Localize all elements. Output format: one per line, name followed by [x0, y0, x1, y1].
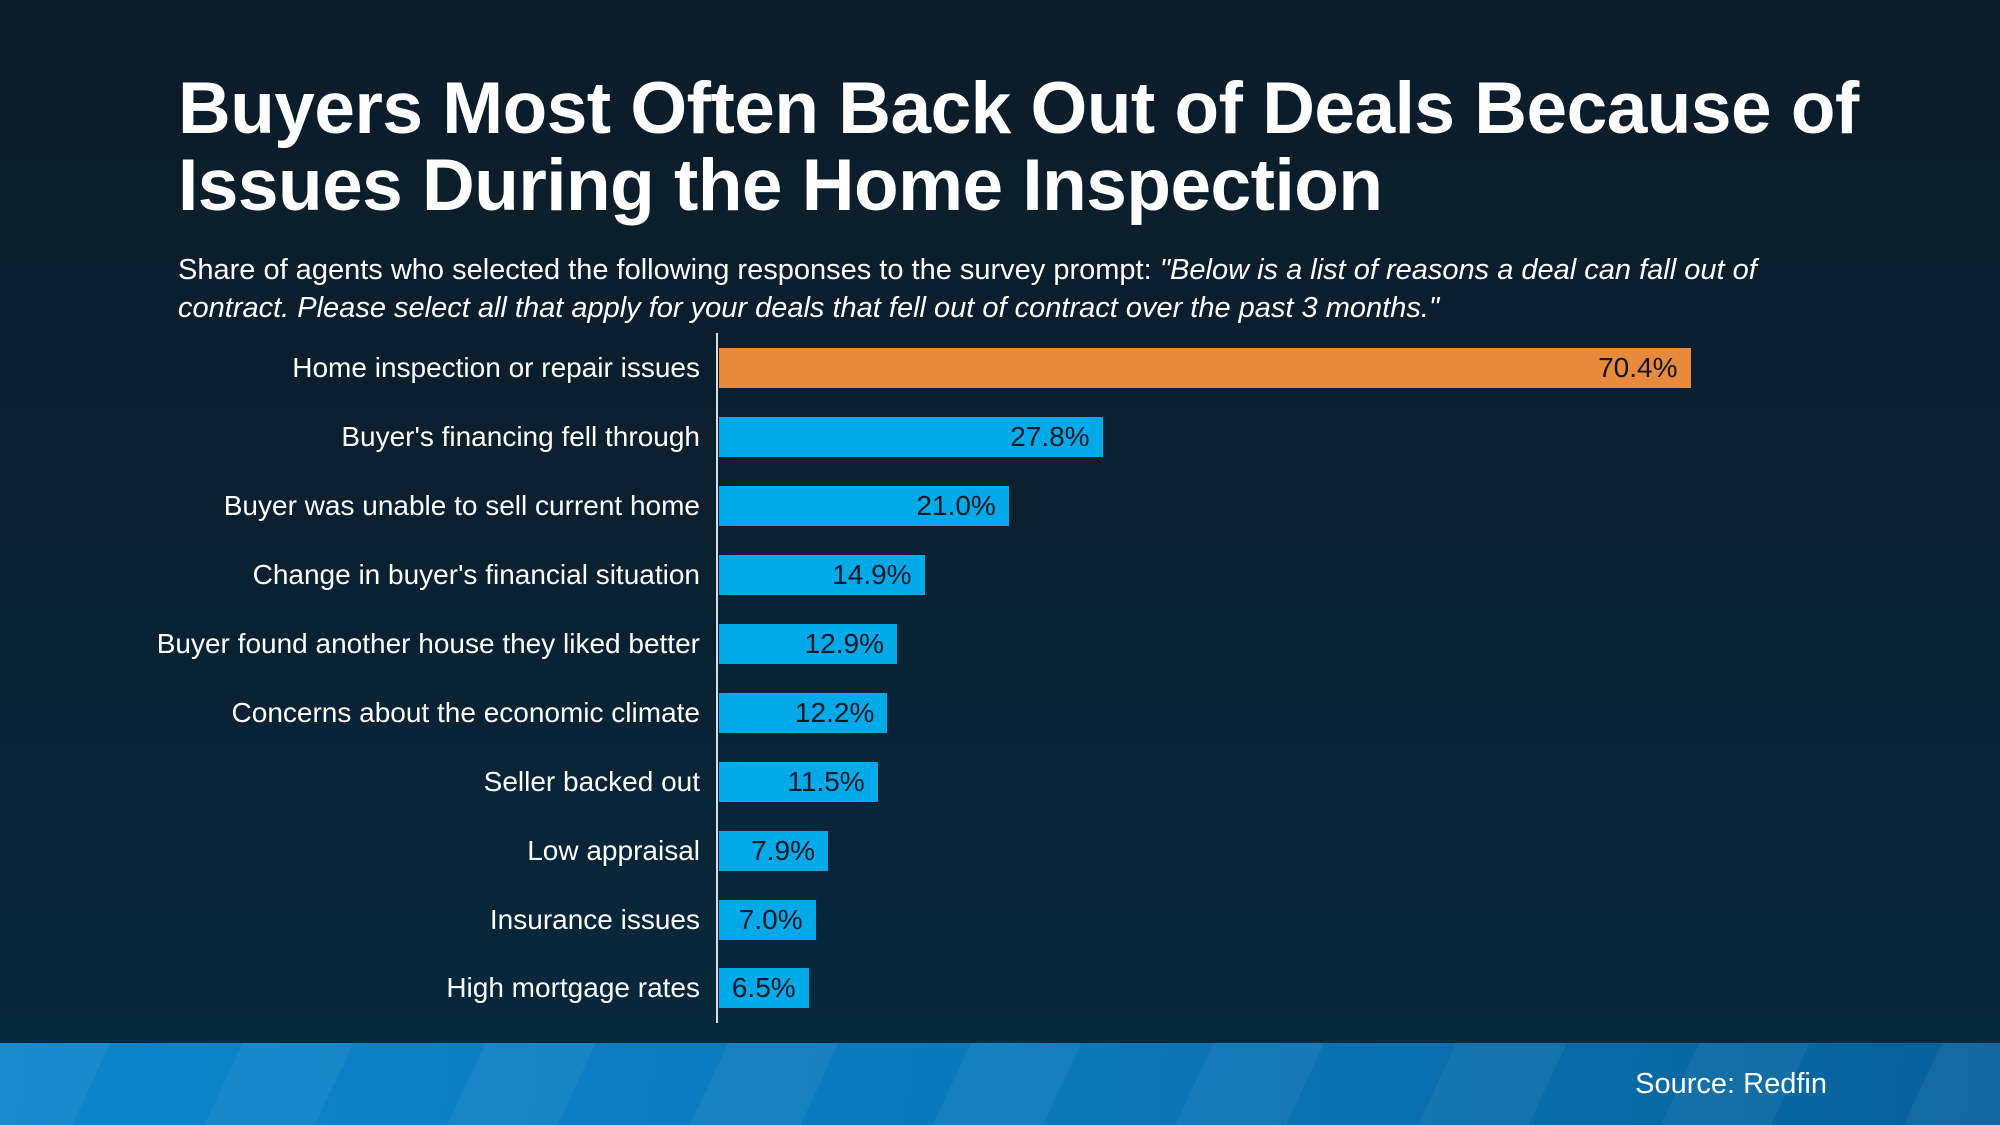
bar-track: 12.9% — [719, 624, 2000, 664]
bar: 7.0% — [719, 899, 816, 940]
bar: 21.0% — [719, 486, 1009, 527]
bar: 70.4% — [719, 348, 1691, 389]
source-text: Source: Redfin — [1635, 1068, 1827, 1100]
page-title-line2: Issues During the Home Inspection — [178, 145, 1383, 226]
bar-category-label: Low appraisal — [527, 834, 700, 866]
bar-row: Seller backed out 11.5% — [0, 747, 2000, 816]
bar-track: 27.8% — [719, 417, 2000, 458]
bar-row: Buyer was unable to sell current home 21… — [0, 472, 2000, 541]
bar-value-label: 70.4% — [1598, 352, 1678, 384]
bar-category-label: Home inspection or repair issues — [292, 352, 700, 384]
bar: 14.9% — [719, 555, 925, 596]
bar: 27.8% — [719, 417, 1103, 458]
bar-value-label: 12.2% — [794, 696, 875, 728]
bar: 12.2% — [719, 692, 888, 733]
bar-row: Home inspection or repair issues 70.4% — [0, 334, 2000, 403]
bar-track: 11.5% — [719, 761, 2000, 802]
bar-track: 70.4% — [719, 348, 2000, 389]
bar-value-label: 27.8% — [1010, 421, 1090, 453]
bar-row: Insurance issues 7.0% — [0, 885, 2000, 954]
bar-category-label: Seller backed out — [483, 765, 700, 797]
bar-category-label: High mortgage rates — [446, 972, 700, 1004]
bar-category-label: Insurance issues — [489, 903, 700, 935]
bar-chart: Home inspection or repair issues 70.4% B… — [0, 333, 2000, 1024]
bar: 11.5% — [719, 761, 878, 802]
bar-value-label: 21.0% — [916, 490, 996, 522]
footer-bar: Source: Redfin — [0, 1043, 2000, 1125]
bar-track: 7.9% — [719, 830, 2000, 871]
chart-subtitle-quote: "Below is a list of reasons a deal can f… — [178, 254, 1757, 324]
bar-row: Buyer's financing fell through 27.8% — [0, 403, 2000, 472]
chart-subtitle: Share of agents who selected the followi… — [178, 251, 1858, 327]
bar-track: 21.0% — [719, 486, 2000, 527]
bar-value-label: 7.9% — [751, 834, 815, 866]
page-title: Buyers Most Often Back Out of Deals Beca… — [178, 70, 1859, 224]
bar-category-label: Buyer was unable to sell current home — [223, 490, 700, 522]
bar-value-label: 12.9% — [804, 628, 884, 659]
bar-row: Buyer found another house they liked bet… — [0, 610, 2000, 679]
page-title-line1: Buyers Most Often Back Out of Deals Beca… — [178, 68, 1859, 149]
bar: 7.9% — [719, 830, 828, 871]
bar-row: High mortgage rates 6.5% — [0, 954, 2000, 1023]
bar-value-label: 11.5% — [787, 765, 865, 797]
bar-track: 7.0% — [719, 899, 2000, 940]
bar-rows: Home inspection or repair issues 70.4% B… — [0, 334, 2000, 1023]
bar-row: Change in buyer's financial situation 14… — [0, 541, 2000, 610]
bar-category-label: Change in buyer's financial situation — [252, 559, 700, 591]
axis-line — [716, 333, 718, 1023]
bar-track: 6.5% — [719, 968, 2000, 1009]
bar-row: Low appraisal 7.9% — [0, 816, 2000, 885]
bar-value-label: 14.9% — [832, 559, 912, 591]
bar-row: Concerns about the economic climate 12.2… — [0, 678, 2000, 747]
bar-category-label: Buyer's financing fell through — [341, 421, 700, 453]
chart-subtitle-prefix: Share of agents who selected the followi… — [178, 254, 1160, 286]
bar-value-label: 7.0% — [738, 903, 803, 935]
bar-track: 12.2% — [719, 692, 2000, 733]
bar-track: 14.9% — [719, 555, 2000, 596]
bar: 6.5% — [719, 968, 809, 1009]
bar-category-label: Buyer found another house they liked bet… — [156, 628, 700, 659]
bar: 12.9% — [719, 624, 897, 664]
bar-value-label: 6.5% — [731, 972, 796, 1004]
bar-category-label: Concerns about the economic climate — [231, 696, 700, 728]
